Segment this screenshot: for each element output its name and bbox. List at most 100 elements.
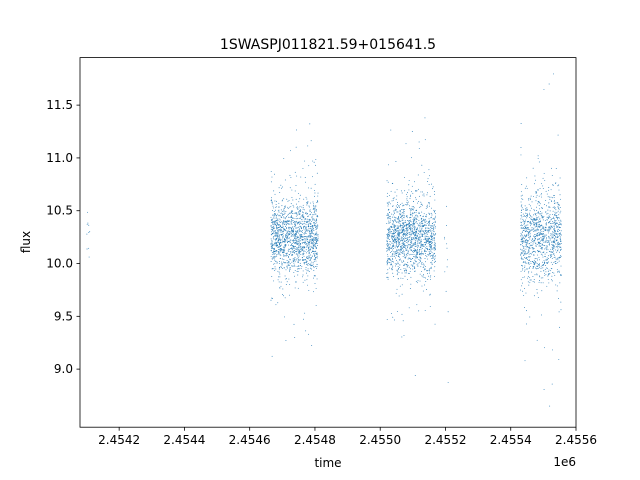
data-point xyxy=(530,262,532,264)
data-point xyxy=(533,251,535,252)
data-point xyxy=(282,214,284,216)
data-point xyxy=(397,261,399,263)
data-point xyxy=(388,234,390,235)
data-point xyxy=(387,269,389,271)
data-point xyxy=(392,244,394,246)
data-point xyxy=(531,228,533,230)
data-point xyxy=(312,236,314,237)
data-point xyxy=(524,253,526,255)
data-point xyxy=(291,210,293,212)
data-point xyxy=(521,252,523,254)
data-point xyxy=(539,232,541,234)
data-point xyxy=(392,265,394,267)
data-point xyxy=(525,310,527,312)
data-point xyxy=(299,194,301,196)
data-point xyxy=(529,225,531,227)
data-point xyxy=(387,248,389,249)
data-point xyxy=(406,230,408,232)
data-point xyxy=(392,246,394,248)
data-point xyxy=(423,213,425,215)
data-point xyxy=(426,194,428,196)
data-point xyxy=(541,254,543,256)
data-point xyxy=(529,266,531,267)
data-point xyxy=(274,238,276,240)
data-point xyxy=(556,259,558,261)
data-point xyxy=(302,236,303,238)
data-point xyxy=(548,196,550,198)
data-point xyxy=(303,223,305,225)
data-point xyxy=(406,232,408,233)
data-point xyxy=(417,250,419,252)
data-point xyxy=(89,230,91,232)
data-point xyxy=(294,287,296,289)
data-point xyxy=(303,209,305,211)
data-point xyxy=(283,211,285,213)
data-point xyxy=(394,235,396,237)
data-point xyxy=(403,217,405,219)
data-point xyxy=(392,205,393,207)
data-point xyxy=(306,198,308,200)
data-point xyxy=(413,262,415,264)
data-point xyxy=(548,269,550,271)
data-point xyxy=(542,239,544,241)
data-point xyxy=(536,268,537,270)
data-point xyxy=(536,210,538,212)
data-point xyxy=(521,198,523,200)
data-point xyxy=(528,234,530,236)
data-point xyxy=(301,246,303,248)
data-point xyxy=(555,182,557,184)
data-point xyxy=(314,224,316,226)
data-point xyxy=(427,239,429,240)
data-point xyxy=(421,252,422,254)
data-point xyxy=(302,208,304,210)
data-point xyxy=(414,230,416,232)
data-point xyxy=(535,200,537,202)
data-point xyxy=(409,228,411,230)
data-point xyxy=(288,261,290,263)
data-point xyxy=(541,217,543,219)
data-point xyxy=(300,211,302,213)
data-point xyxy=(397,211,399,213)
data-point xyxy=(279,244,280,245)
data-point xyxy=(317,240,319,242)
data-point xyxy=(291,265,293,267)
data-point xyxy=(415,221,417,223)
data-point xyxy=(279,215,281,217)
data-point xyxy=(292,233,294,235)
data-point xyxy=(404,245,406,247)
data-point xyxy=(534,175,536,177)
data-point xyxy=(406,270,407,272)
data-point xyxy=(396,238,398,240)
data-point xyxy=(554,233,556,235)
data-point xyxy=(407,264,409,266)
data-point xyxy=(531,222,533,224)
data-point xyxy=(396,234,398,236)
data-point xyxy=(277,246,279,248)
data-point xyxy=(523,261,525,263)
data-point xyxy=(431,238,433,240)
data-point xyxy=(447,311,449,313)
data-point xyxy=(309,230,310,232)
data-point xyxy=(402,219,404,221)
data-point xyxy=(528,221,530,223)
data-point xyxy=(421,211,423,213)
data-point xyxy=(282,236,283,238)
data-point xyxy=(556,251,558,253)
data-point xyxy=(409,227,411,229)
data-point xyxy=(412,264,414,266)
data-point xyxy=(406,228,408,229)
data-point xyxy=(548,227,550,229)
data-point xyxy=(315,246,317,248)
data-point xyxy=(303,241,305,243)
data-point xyxy=(401,215,403,217)
data-point xyxy=(410,264,412,266)
data-point xyxy=(426,236,428,238)
data-point xyxy=(421,270,422,272)
data-point xyxy=(292,199,294,201)
data-point xyxy=(420,244,422,246)
data-point xyxy=(430,250,432,252)
data-point xyxy=(524,267,526,269)
data-point xyxy=(433,270,435,272)
data-point xyxy=(317,225,319,227)
x-tick-label: 2.4546 xyxy=(229,433,271,447)
